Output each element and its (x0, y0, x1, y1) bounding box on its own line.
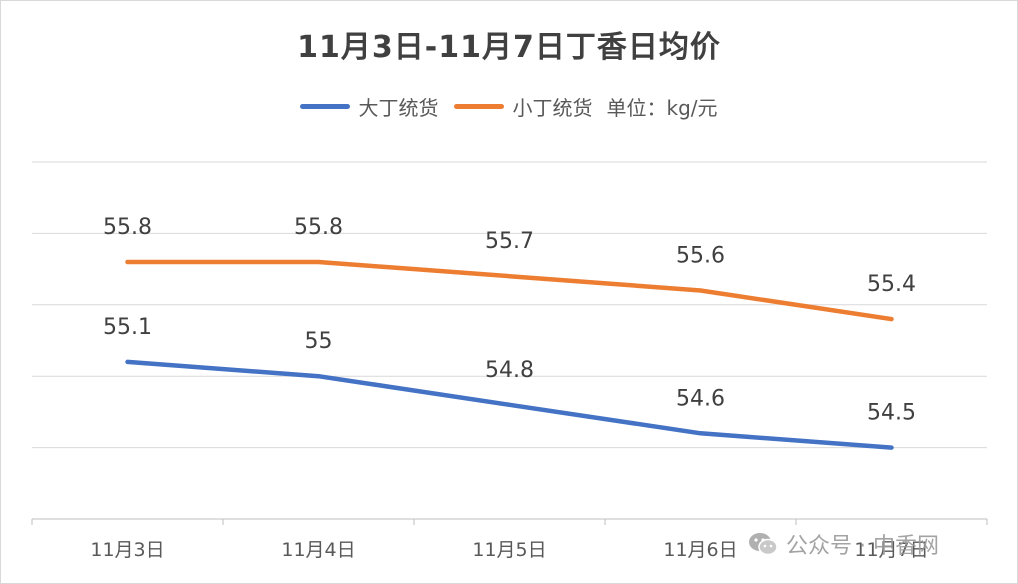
wechat-icon (749, 533, 778, 556)
data-label: 55 (305, 329, 333, 354)
x-tick-label: 11月6日 (663, 539, 737, 561)
legend-item-series-1: 大丁统货 (300, 92, 438, 121)
chart-legend: 大丁统货 小丁统货 单位：kg/元 (0, 92, 1018, 121)
x-tick-label: 11月4日 (281, 539, 355, 561)
x-tick-label: 11月3日 (90, 539, 164, 561)
watermark-text: 公众号 · 中香网 (786, 534, 939, 559)
data-label: 55.6 (676, 244, 725, 269)
data-label: 54.6 (676, 386, 725, 411)
x-tick-label: 11月5日 (472, 539, 546, 561)
chart-title: 11月3日-11月7日丁香日均价 (297, 30, 721, 65)
data-label: 54.8 (485, 358, 534, 383)
data-label: 54.5 (867, 401, 916, 426)
legend-label-series-1: 大丁统货 (358, 96, 439, 120)
legend-label-series-2: 小丁统货 (512, 96, 593, 120)
watermark: 公众号 · 中香网 (748, 528, 939, 560)
data-label: 55.8 (294, 215, 343, 240)
legend-swatch-series-1 (300, 104, 351, 109)
data-label: 55.1 (103, 315, 152, 340)
x-tick-label: 11月7日 (854, 539, 928, 561)
data-label: 55.8 (103, 215, 152, 240)
legend-swatch-series-2 (454, 104, 505, 109)
data-label: 55.7 (485, 229, 534, 254)
legend-unit-label: 单位：kg/元 (606, 96, 718, 120)
data-label: 55.4 (867, 272, 916, 297)
series-line-2 (125, 259, 894, 322)
legend-item-series-2: 小丁统货 单位：kg/元 (454, 92, 718, 121)
